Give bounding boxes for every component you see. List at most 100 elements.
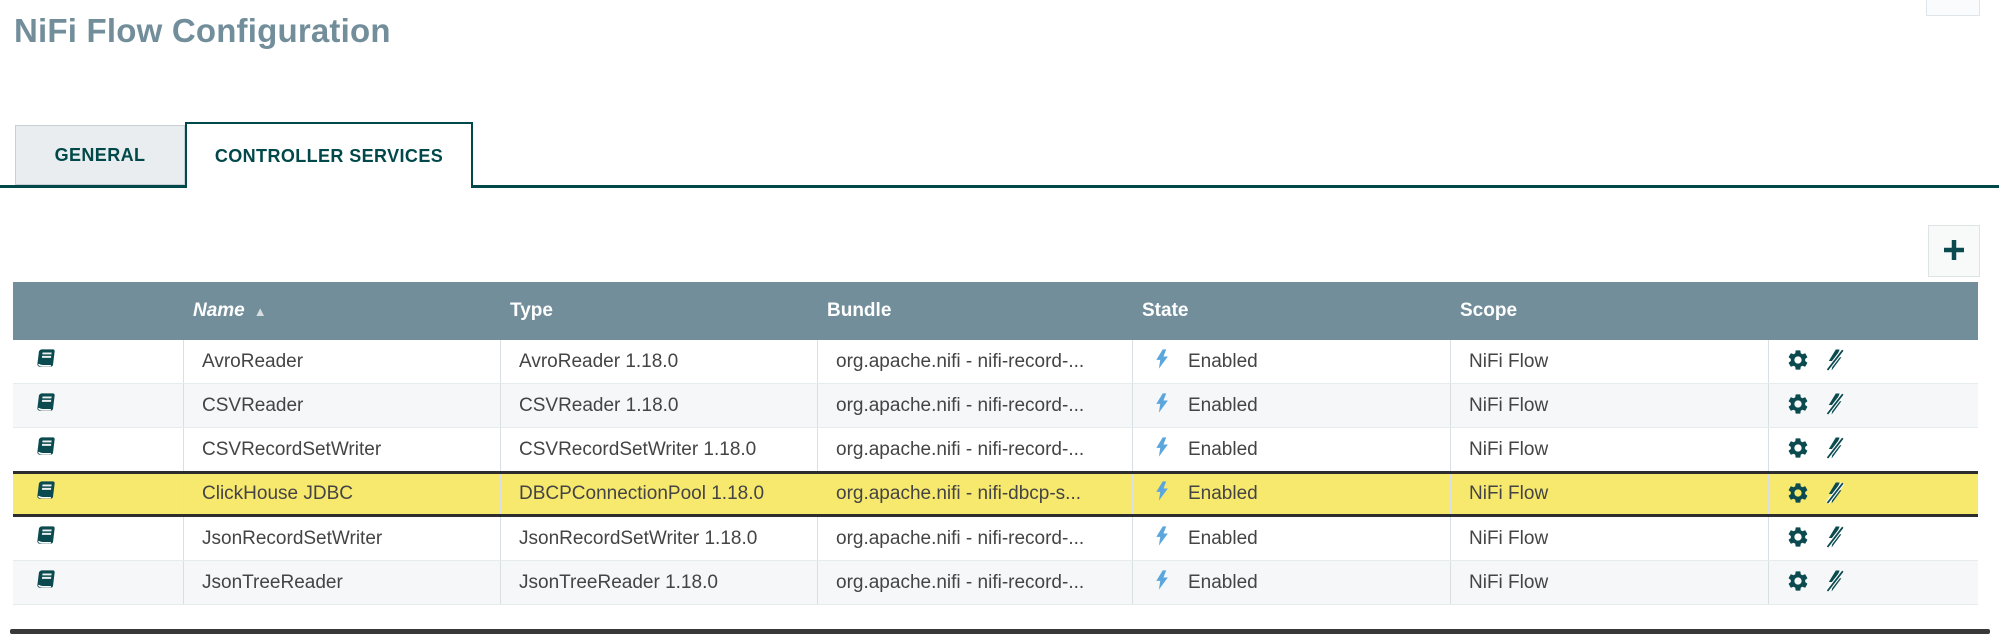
plus-icon bbox=[1939, 235, 1969, 268]
cell-bundle: org.apache.nifi - nifi-record-... bbox=[817, 428, 1132, 471]
header-actions bbox=[1768, 282, 1978, 340]
cell-name: JsonTreeReader bbox=[183, 561, 500, 604]
disable-bolt-icon bbox=[1823, 525, 1847, 552]
close-button[interactable] bbox=[1926, 0, 1980, 16]
close-icon bbox=[1940, 0, 1966, 3]
configure-button[interactable] bbox=[1786, 525, 1810, 552]
add-controller-service-button[interactable] bbox=[1928, 225, 1980, 277]
sort-asc-icon: ▲ bbox=[253, 303, 267, 319]
tab-controller-services-label: CONTROLLER SERVICES bbox=[214, 145, 444, 166]
disable-bolt-icon bbox=[1823, 436, 1847, 463]
service-icon-cell bbox=[13, 561, 183, 604]
cell-scope: NiFi Flow bbox=[1450, 474, 1768, 514]
table-row[interactable]: CSVRecordSetWriter CSVRecordSetWriter 1.… bbox=[13, 428, 1978, 472]
cell-state: Enabled bbox=[1132, 384, 1450, 427]
table-row[interactable]: JsonTreeReader JsonTreeReader 1.18.0 org… bbox=[13, 561, 1978, 605]
book-icon bbox=[33, 391, 56, 421]
disable-button[interactable] bbox=[1823, 481, 1847, 508]
cell-name: CSVReader bbox=[183, 384, 500, 427]
service-icon-cell bbox=[13, 384, 183, 427]
configure-button[interactable] bbox=[1786, 436, 1810, 463]
gear-icon bbox=[1786, 436, 1810, 463]
table-row[interactable]: AvroReader AvroReader 1.18.0 org.apache.… bbox=[13, 340, 1978, 384]
cell-name: CSVRecordSetWriter bbox=[183, 428, 500, 471]
controller-services-table: Name ▲ Type Bundle State Scope AvroReade… bbox=[13, 282, 1978, 605]
tab-general[interactable]: GENERAL bbox=[15, 125, 185, 185]
enabled-bolt-icon bbox=[1151, 392, 1173, 420]
table-row[interactable]: JsonRecordSetWriter JsonRecordSetWriter … bbox=[13, 517, 1978, 561]
cell-scope: NiFi Flow bbox=[1450, 384, 1768, 427]
cell-type: JsonTreeReader 1.18.0 bbox=[500, 561, 817, 604]
gear-icon bbox=[1786, 481, 1810, 508]
cell-actions bbox=[1768, 517, 1978, 560]
cell-state: Enabled bbox=[1132, 561, 1450, 604]
state-label: Enabled bbox=[1188, 438, 1258, 460]
cell-state: Enabled bbox=[1132, 474, 1450, 514]
book-icon bbox=[33, 479, 56, 509]
disable-bolt-icon bbox=[1823, 392, 1847, 419]
cell-actions bbox=[1768, 561, 1978, 604]
cell-type: AvroReader 1.18.0 bbox=[500, 340, 817, 383]
state-label: Enabled bbox=[1188, 527, 1258, 549]
disable-button[interactable] bbox=[1823, 348, 1847, 375]
tab-controller-services[interactable]: CONTROLLER SERVICES bbox=[185, 122, 473, 188]
book-icon bbox=[33, 347, 56, 377]
cell-name: ClickHouse JDBC bbox=[183, 474, 500, 514]
disable-button[interactable] bbox=[1823, 525, 1847, 552]
cell-bundle: org.apache.nifi - nifi-dbcp-s... bbox=[817, 474, 1132, 514]
cell-type: CSVRecordSetWriter 1.18.0 bbox=[500, 428, 817, 471]
gear-icon bbox=[1786, 392, 1810, 419]
cell-state: Enabled bbox=[1132, 428, 1450, 471]
configure-button[interactable] bbox=[1786, 392, 1810, 419]
disable-bolt-icon bbox=[1823, 348, 1847, 375]
header-type[interactable]: Type bbox=[510, 300, 553, 321]
state-label: Enabled bbox=[1188, 394, 1258, 416]
table-row[interactable]: CSVReader CSVReader 1.18.0 org.apache.ni… bbox=[13, 384, 1978, 428]
disable-button[interactable] bbox=[1823, 569, 1847, 596]
cell-type: CSVReader 1.18.0 bbox=[500, 384, 817, 427]
service-icon-cell bbox=[13, 517, 183, 560]
header-bundle[interactable]: Bundle bbox=[827, 300, 892, 321]
gear-icon bbox=[1786, 569, 1810, 596]
configure-button[interactable] bbox=[1786, 569, 1810, 596]
configure-button[interactable] bbox=[1786, 348, 1810, 375]
enabled-bolt-icon bbox=[1151, 480, 1173, 508]
header-state[interactable]: State bbox=[1142, 300, 1189, 321]
cell-bundle: org.apache.nifi - nifi-record-... bbox=[817, 561, 1132, 604]
table-header: Name ▲ Type Bundle State Scope bbox=[13, 282, 1978, 340]
cell-bundle: org.apache.nifi - nifi-record-... bbox=[817, 384, 1132, 427]
disable-button[interactable] bbox=[1823, 436, 1847, 463]
table-body: AvroReader AvroReader 1.18.0 org.apache.… bbox=[13, 340, 1978, 605]
enabled-bolt-icon bbox=[1151, 436, 1173, 464]
cell-state: Enabled bbox=[1132, 340, 1450, 383]
cell-actions bbox=[1768, 474, 1978, 514]
service-icon-cell bbox=[13, 428, 183, 471]
disable-button[interactable] bbox=[1823, 392, 1847, 419]
cell-scope: NiFi Flow bbox=[1450, 340, 1768, 383]
gear-icon bbox=[1786, 525, 1810, 552]
cell-bundle: org.apache.nifi - nifi-record-... bbox=[817, 340, 1132, 383]
tab-general-label: GENERAL bbox=[54, 144, 146, 165]
header-scope[interactable]: Scope bbox=[1460, 300, 1518, 321]
configure-button[interactable] bbox=[1786, 481, 1810, 508]
dialog-bottom-border bbox=[10, 629, 1990, 634]
cell-name: AvroReader bbox=[183, 340, 500, 383]
state-label: Enabled bbox=[1188, 571, 1258, 593]
disable-bolt-icon bbox=[1823, 569, 1847, 596]
cell-actions bbox=[1768, 428, 1978, 471]
disable-bolt-icon bbox=[1823, 481, 1847, 508]
cell-state: Enabled bbox=[1132, 517, 1450, 560]
page-title: NiFi Flow Configuration bbox=[14, 12, 391, 49]
header-name[interactable]: Name ▲ bbox=[193, 300, 267, 321]
table-row[interactable]: ClickHouse JDBC DBCPConnectionPool 1.18.… bbox=[13, 471, 1978, 517]
header-icon-column bbox=[13, 282, 183, 340]
service-icon-cell bbox=[13, 474, 183, 514]
book-icon bbox=[33, 435, 56, 465]
cell-bundle: org.apache.nifi - nifi-record-... bbox=[817, 517, 1132, 560]
cell-actions bbox=[1768, 340, 1978, 383]
cell-scope: NiFi Flow bbox=[1450, 517, 1768, 560]
cell-type: DBCPConnectionPool 1.18.0 bbox=[500, 474, 817, 514]
enabled-bolt-icon bbox=[1151, 525, 1173, 553]
state-label: Enabled bbox=[1188, 483, 1258, 504]
